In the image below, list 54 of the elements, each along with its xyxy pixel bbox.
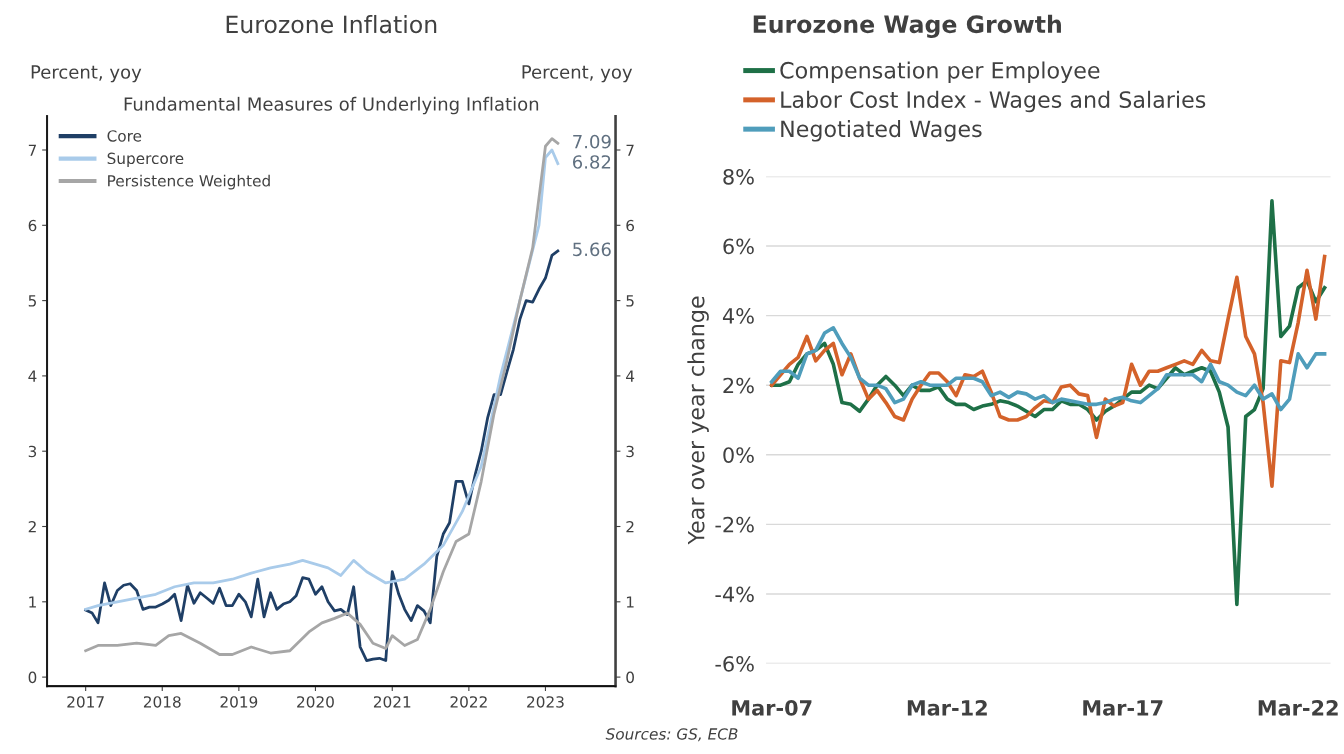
y2-tick-label: 3 [626,445,634,458]
legend-label: Persistence Weighted [108,174,270,190]
y-tick-label: 8% [723,168,754,185]
y-tick-label: 7 [28,144,37,156]
y-tick-label: 6 [28,219,37,232]
line-series [769,325,1327,412]
line-series [769,254,1327,488]
y2-tick-label: 5 [626,295,634,307]
annotation: 6.82 [572,155,611,169]
line-series [84,249,560,662]
legend-label: Negotiated Wages [781,120,982,142]
y-tick-label: -4% [715,586,754,603]
legend-label: Compensation per Employee [780,61,1100,83]
x-tick-label: Mar-12 [907,700,987,716]
y-tick-label: 3 [28,445,37,458]
y-axis-title: Year over year change [687,296,709,545]
y2-axis-title: Percent, yoy [522,65,633,83]
x-tick-label: 2020 [297,696,334,708]
legend-label: Core [107,130,142,142]
y-tick-label: 2% [723,377,754,394]
y-tick-label: -6% [715,655,754,672]
y2-tick-label: 6 [626,219,635,232]
x-tick-label: 2018 [143,696,181,708]
y-tick-label: 4% [722,308,754,324]
chart-subtitle: Fundamental Measures of Underlying Inflation [124,96,539,115]
x-tick-label: 2023 [527,696,564,708]
x-tick-label: Mar-17 [1083,700,1163,716]
x-tick-label: 2017 [67,696,104,708]
y2-tick-label: 1 [626,596,634,608]
y-tick-label: 2 [28,520,36,533]
chart-title: Eurozone Wage Growth [753,14,1061,38]
legend-label: Labor Cost Index - Wages and Salaries [781,90,1206,113]
x-tick-label: 2021 [373,696,411,708]
x-tick-label: Mar-07 [732,700,812,716]
y-tick-label: -2% [715,516,754,533]
x-tick-label: Mar-22 [1258,700,1338,716]
y-axis-title: Percent, yoy [31,65,142,83]
y-tick-label: 6% [723,238,754,255]
legend-label: Supercore [107,152,184,168]
chart-title: Eurozone Inflation [226,14,437,34]
y2-tick-label: 0 [626,671,634,684]
source-note: Sources: GS, ECB [605,728,738,742]
y2-tick-label: 2 [626,520,634,533]
annotation: 5.66 [573,242,611,257]
x-tick-label: 2019 [220,696,258,708]
annotation: 7.09 [573,134,611,149]
y-tick-label: 1 [29,596,36,608]
y2-tick-label: 7 [626,144,634,156]
y-tick-label: 4 [28,370,37,382]
y-tick-label: 0 [28,671,37,684]
y2-tick-label: 4 [626,370,635,382]
y-tick-label: 0% [723,447,754,463]
y-tick-label: 5 [28,295,36,307]
x-tick-label: 2022 [450,696,487,708]
